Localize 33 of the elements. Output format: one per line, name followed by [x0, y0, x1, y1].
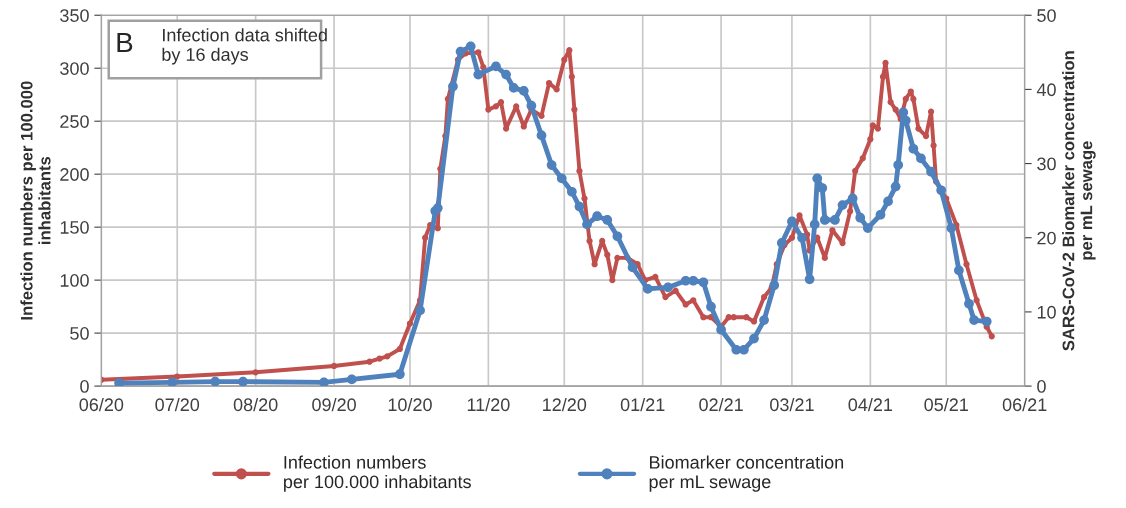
y2-tick-label: 0 [1037, 380, 1046, 393]
legend-label: Infection numbers per 100.000 inhabitants [284, 455, 471, 492]
y-axis-title: Infection numbers per 100.000 inhabitants [20, 81, 51, 320]
x-tick-label: 01/21 [620, 397, 665, 412]
x-tick-label: 06/20 [79, 397, 124, 412]
x-tick-label: 06/21 [1002, 397, 1047, 412]
x-tick-label: 05/21 [924, 397, 968, 412]
y-tick-label: 200 [60, 168, 89, 181]
y-tick-label: 0 [80, 380, 89, 393]
legend-label: Biomarker concentration per mL sewage [649, 455, 844, 492]
x-tick-label: 09/20 [312, 397, 356, 412]
y2-tick-label: 40 [1036, 83, 1056, 97]
annotation: B [117, 32, 133, 53]
x-tick-label: 10/20 [388, 397, 432, 412]
y2-tick-label: 30 [1037, 157, 1056, 171]
x-tick-label: 04/21 [848, 397, 893, 412]
x-tick-label: 08/20 [233, 397, 278, 412]
y-tick-label: 100 [60, 274, 89, 287]
y-tick-label: 50 [70, 327, 89, 340]
y-tick-label: 150 [60, 221, 89, 234]
x-tick-label: 02/21 [699, 397, 743, 412]
y2-tick-label: 10 [1037, 305, 1056, 319]
x-tick-label: 12/20 [543, 397, 587, 412]
y-tick-label: 300 [60, 62, 89, 75]
y2-axis-title: SARS-CoV-2 Biomarker concentration per mL sewage [1062, 51, 1096, 351]
y-tick-label: 250 [60, 115, 89, 128]
y2-tick-label: 20 [1037, 231, 1056, 245]
x-tick-label: 07/20 [155, 397, 200, 412]
y-tick-label: 350 [60, 9, 89, 22]
x-tick-label: 03/21 [770, 397, 814, 412]
annotation: Infection data shifted by 16 days [162, 28, 327, 65]
y2-tick-label: 50 [1037, 9, 1056, 22]
x-tick-label: 11/20 [467, 397, 510, 412]
